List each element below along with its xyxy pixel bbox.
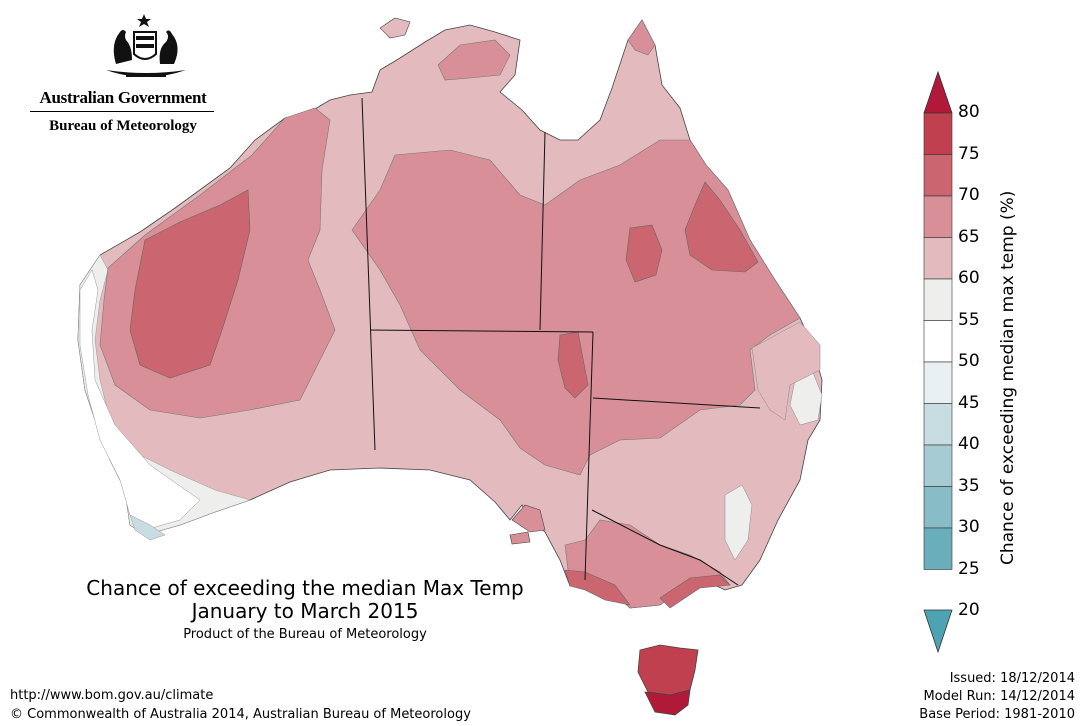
australia-map [77,17,823,716]
colorbar-tick-label: 60 [958,268,980,288]
colorbar-tick-label: 50 [958,351,980,371]
colorbar-band [923,527,953,570]
state-borders [361,97,761,586]
colorbar-band [923,195,953,238]
southwest-40-45-region [129,514,166,541]
colorbar-band [923,320,953,363]
map-period: January to March 2015 [191,599,419,623]
colorbar-label: Chance of exceeding median max temp (%) [998,190,1018,565]
base-period: Base Period: 1981-2010 [919,707,1075,722]
colorbar-band [923,403,953,446]
colorbar-tick-label: 45 [958,392,980,413]
colorbar-tick-label: 20 [958,600,980,620]
colorbar-tick-label: 70 [958,185,980,205]
tasmania-80-region [644,689,691,716]
colorbar-tick-label: 55 [958,309,980,330]
west-coast-50-55-region [79,269,201,531]
colorbar-band [923,486,953,529]
wa-70-75-region [129,189,251,379]
eyre-peninsula [511,504,546,533]
coat-of-arms-icon [106,14,186,77]
colorbar-tick-label: 75 [958,143,980,164]
vic-coast-70-75-region [564,569,731,609]
colorbar-band [923,154,953,197]
map-title: Chance of exceeding the median Max Temp [86,576,524,600]
colorbar-tick-label: 30 [958,517,980,537]
colorbar-band [923,112,953,155]
map-product: Product of the Bureau of Meteorology [183,627,427,642]
cape-york-65-70-region [627,19,656,56]
kangaroo-island [509,531,531,545]
colorbar-band [923,237,953,280]
issued-date: Issued: 18/12/2014 [949,671,1075,686]
nsw-55-60-region [724,484,753,561]
bom-url-link[interactable]: http://www.bom.gov.au/climate [10,688,214,703]
colorbar-tick-label: 65 [958,226,980,247]
colorbar-tick-label: 25 [958,558,980,579]
colorbar-tick-label: 40 [958,434,980,454]
top-end-65-70-region [437,39,511,81]
colorbar-tick-label: 80 [958,102,980,122]
qld-70-75-region [684,181,759,273]
model-run-date: Model Run: 14/12/2014 [923,689,1075,704]
colorbar-tick-label: 35 [958,475,980,496]
government-name: Australian Government [39,88,207,107]
bureau-name: Bureau of Meteorology [49,118,197,134]
colorbar-band [923,444,953,487]
melville-island [379,17,411,39]
bom-logo: Australian Government Bureau of Meteorol… [26,12,216,142]
copyright-text: © Commonwealth of Australia 2014, Austra… [10,707,471,722]
qld-inland-70-75-region [625,224,663,283]
logo-divider [30,111,214,112]
colorbar-band [923,278,953,321]
colorbar-cap-bottom [923,609,953,654]
tasmania-75-80-region [637,644,699,696]
colorbar-band [923,361,953,404]
qld-coast-60-65-region [751,321,821,421]
colorbar [923,70,953,654]
colorbar-cap-top [923,70,953,114]
